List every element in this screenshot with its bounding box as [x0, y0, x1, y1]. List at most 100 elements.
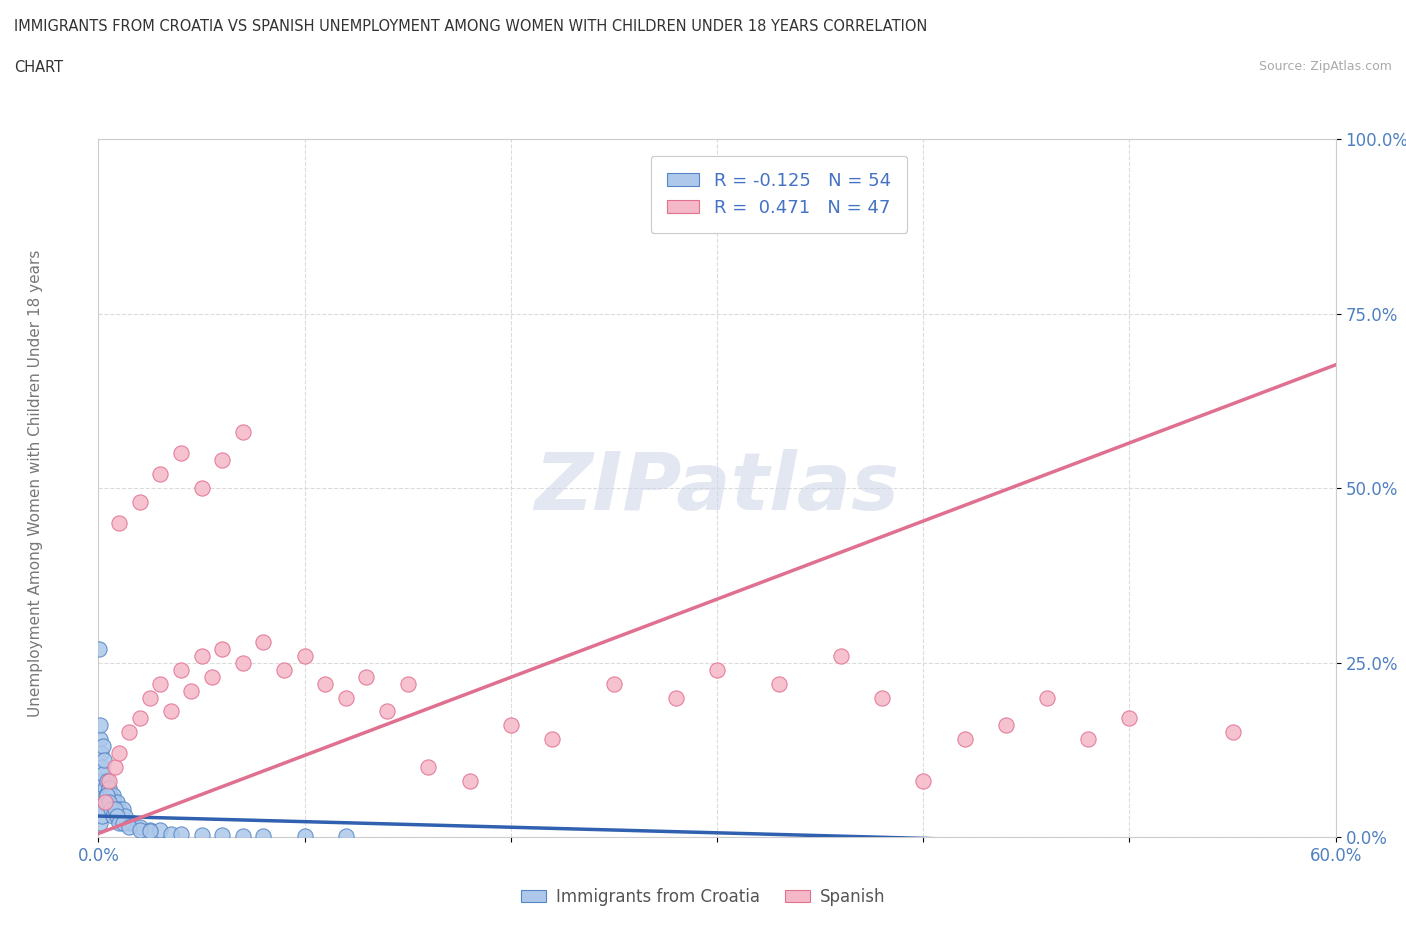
Point: [89, 732, 111, 747]
Point: [294, 829, 316, 844]
Point: [768, 676, 790, 691]
Point: [118, 819, 141, 834]
Point: [994, 718, 1017, 733]
Point: [91, 766, 114, 781]
Point: [201, 670, 224, 684]
Point: [603, 676, 626, 691]
Point: [89, 718, 111, 733]
Point: [232, 425, 254, 440]
Point: [170, 662, 193, 677]
Point: [180, 683, 202, 698]
Point: [912, 774, 935, 789]
Point: [93, 781, 115, 796]
Point: [396, 676, 419, 691]
Point: [190, 481, 212, 496]
Point: [356, 670, 378, 684]
Point: [294, 648, 316, 663]
Point: [94, 788, 117, 803]
Point: [100, 802, 122, 817]
Point: [139, 823, 162, 837]
Point: [101, 788, 124, 803]
Point: [1077, 732, 1099, 747]
Point: [665, 690, 688, 705]
Point: [105, 794, 128, 809]
Point: [499, 718, 522, 733]
Point: [104, 802, 127, 817]
Point: [93, 753, 115, 768]
Point: [458, 774, 481, 789]
Point: [128, 819, 150, 834]
Point: [128, 711, 150, 725]
Point: [953, 732, 976, 747]
Point: [211, 453, 233, 468]
Point: [139, 824, 162, 839]
Point: [128, 495, 150, 510]
Point: [335, 829, 357, 844]
Point: [170, 446, 193, 461]
Point: [112, 802, 135, 817]
Point: [1222, 725, 1244, 740]
Point: [232, 829, 254, 843]
Point: [101, 809, 124, 824]
Point: [830, 648, 852, 663]
Point: [96, 788, 118, 803]
Text: CHART: CHART: [14, 60, 63, 75]
Point: [159, 704, 181, 719]
Point: [108, 802, 131, 817]
Point: [541, 732, 564, 747]
Point: [149, 467, 172, 482]
Point: [114, 809, 136, 824]
Text: Source: ZipAtlas.com: Source: ZipAtlas.com: [1258, 60, 1392, 73]
Point: [108, 515, 131, 530]
Point: [93, 794, 115, 809]
Point: [190, 828, 212, 843]
Text: ZIPatlas: ZIPatlas: [534, 449, 900, 527]
Point: [104, 802, 127, 817]
Point: [149, 676, 172, 691]
Point: [118, 816, 141, 830]
Point: [91, 774, 114, 789]
Point: [91, 738, 114, 753]
Point: [97, 794, 120, 809]
Point: [98, 788, 121, 803]
Point: [97, 794, 120, 809]
Point: [91, 802, 114, 817]
Point: [89, 642, 111, 657]
Point: [159, 826, 181, 841]
Point: [252, 634, 274, 649]
Point: [314, 676, 336, 691]
Point: [170, 826, 193, 841]
Legend: R = -0.125   N = 54, R =  0.471   N = 47: R = -0.125 N = 54, R = 0.471 N = 47: [651, 155, 907, 233]
Point: [211, 828, 233, 843]
Point: [108, 746, 131, 761]
Point: [128, 823, 150, 837]
Point: [108, 816, 131, 830]
Point: [96, 774, 118, 789]
Point: [252, 829, 274, 843]
Point: [375, 704, 398, 719]
Point: [101, 802, 124, 817]
Point: [97, 774, 120, 789]
Point: [104, 760, 127, 775]
Point: [232, 655, 254, 670]
Point: [93, 794, 115, 809]
Point: [418, 760, 440, 775]
Point: [90, 746, 112, 761]
Point: [273, 662, 295, 677]
Point: [105, 809, 128, 824]
Point: [110, 809, 132, 824]
Point: [122, 816, 145, 830]
Point: [90, 809, 112, 824]
Point: [335, 690, 357, 705]
Text: IMMIGRANTS FROM CROATIA VS SPANISH UNEMPLOYMENT AMONG WOMEN WITH CHILDREN UNDER : IMMIGRANTS FROM CROATIA VS SPANISH UNEMP…: [14, 19, 928, 33]
Legend: Immigrants from Croatia, Spanish: Immigrants from Croatia, Spanish: [515, 881, 891, 912]
Point: [139, 690, 162, 705]
Point: [149, 823, 172, 837]
Point: [100, 794, 122, 809]
Point: [118, 725, 141, 740]
Point: [97, 781, 120, 796]
Point: [90, 760, 112, 775]
Point: [112, 816, 135, 830]
Point: [103, 794, 125, 809]
Point: [104, 809, 127, 824]
